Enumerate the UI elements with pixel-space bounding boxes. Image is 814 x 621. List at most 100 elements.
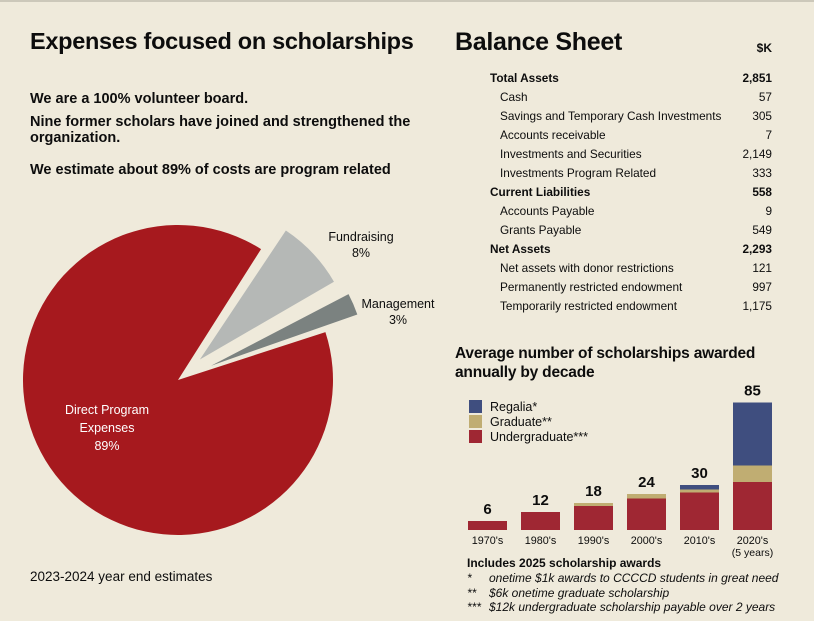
bar-segment-regalia-2020-s bbox=[733, 402, 772, 466]
footnotes-heading: Includes 2025 scholarship awards bbox=[467, 556, 662, 570]
bar-chart-title: Average number of scholarships awarded a… bbox=[455, 345, 756, 381]
top-border bbox=[0, 0, 814, 2]
balance-sheet-label: Investments and Securities bbox=[500, 146, 642, 161]
balance-sheet-label: Grants Payable bbox=[500, 222, 582, 237]
pie-label-value: 3% bbox=[388, 313, 408, 327]
balance-sheet-row-grants-payable: Grants Payable 549 bbox=[490, 220, 772, 239]
bar-total-1990-s: 18 bbox=[585, 483, 602, 500]
balance-sheet-label: Cash bbox=[500, 89, 528, 104]
balance-sheet-label: Net Assets bbox=[490, 241, 551, 256]
pie-label-value: 89% bbox=[94, 439, 120, 453]
balance-sheet-value: 305 bbox=[752, 108, 772, 123]
balance-sheet-row-net-assets: Net Assets 2,293 bbox=[490, 239, 772, 258]
balance-sheet-row-accounts-receivable: Accounts receivable 7 bbox=[490, 125, 772, 144]
legend-swatch-undergraduate bbox=[469, 430, 482, 443]
footnote-marker: *** bbox=[467, 600, 482, 614]
bar-category-1970-s: 1970's bbox=[472, 535, 504, 547]
legend-item-undergraduate: Undergraduate*** bbox=[469, 429, 588, 444]
bar-segment-graduate-1990-s bbox=[574, 503, 613, 506]
bar-segment-undergraduate-2000-s bbox=[627, 498, 666, 530]
balance-sheet-label: Permanently restricted endowment bbox=[500, 279, 683, 294]
footnote-text: $12k undergraduate scholarship payable o… bbox=[489, 600, 776, 614]
balance-sheet-value: 121 bbox=[752, 260, 772, 275]
footnote-item-1: * onetime $1k awards to CCCCD students in… bbox=[467, 571, 807, 586]
bar-segment-undergraduate-2020-s bbox=[733, 482, 772, 530]
page-title: Expenses focused on scholarships bbox=[30, 28, 414, 54]
pie-label-text: Management bbox=[361, 297, 435, 311]
footnote-text: onetime $1k awards to CCCCD students in … bbox=[489, 571, 779, 585]
intro-paragraph-3: We estimate about 89% of costs are progr… bbox=[30, 162, 391, 178]
bar-total-2020-s: 85 bbox=[744, 383, 761, 400]
balance-sheet-unit: $K bbox=[756, 41, 772, 55]
pie-label-value: 8% bbox=[351, 246, 371, 260]
bar-segment-graduate-2020-s bbox=[733, 465, 772, 482]
balance-sheet-value: 2,293 bbox=[742, 241, 772, 256]
balance-sheet-label: Savings and Temporary Cash Investments bbox=[500, 108, 722, 123]
legend-label-text: Regalia* bbox=[490, 399, 538, 414]
balance-sheet-row-temporarily-restricted-endowment: Temporarily restricted endowment 1,175 bbox=[490, 296, 772, 315]
intro-paragraph-1: We are a 100% volunteer board. bbox=[30, 91, 249, 107]
bar-segment-undergraduate-1990-s bbox=[574, 506, 613, 530]
bar-total-2010-s: 30 bbox=[691, 465, 708, 482]
balance-sheet-title: Balance Sheet bbox=[455, 28, 623, 56]
balance-sheet-row-current-liabilities: Current Liabilities 558 bbox=[490, 182, 772, 201]
footnote-item-2: ** $6k onetime graduate scholarship bbox=[467, 586, 807, 601]
balance-sheet-row-investments-and-securities: Investments and Securities 2,149 bbox=[490, 144, 772, 163]
balance-sheet-label: Accounts Payable bbox=[500, 203, 595, 218]
pie-label-direct-program-expenses: Direct Program Expenses 89% bbox=[52, 401, 162, 455]
balance-sheet-value: 997 bbox=[752, 279, 772, 294]
legend-swatch-graduate bbox=[469, 415, 482, 428]
balance-sheet-value: 549 bbox=[752, 222, 772, 237]
bar-segment-regalia-2010-s bbox=[680, 485, 719, 490]
bar-segment-undergraduate-2010-s bbox=[680, 492, 719, 530]
balance-sheet-value: 7 bbox=[765, 127, 772, 142]
pie-slice-direct-program-expenses bbox=[22, 225, 333, 536]
legend-label-text: Undergraduate*** bbox=[490, 429, 588, 444]
balance-sheet-header: Balance Sheet $K bbox=[455, 28, 772, 57]
legend-label-text: Graduate** bbox=[490, 414, 552, 429]
intro-paragraphs: We are a 100% volunteer board. Nine forme… bbox=[30, 91, 430, 178]
balance-sheet-value: 1,175 bbox=[742, 298, 772, 313]
footnote-marker: * bbox=[467, 571, 472, 585]
footnote-item-3: *** $12k undergraduate scholarship payabl… bbox=[467, 600, 807, 615]
balance-sheet-value: 2,851 bbox=[742, 70, 772, 85]
balance-sheet-row-savings-and-temporary-cash-investments: Savings and Temporary Cash Investments 30… bbox=[490, 106, 772, 125]
pie-slice-fundraising bbox=[199, 230, 334, 360]
balance-sheet-row-net-assets-with-donor-restrictions: Net assets with donor restrictions 121 bbox=[490, 258, 772, 277]
balance-sheet-table: Total Assets 2,851 Cash 57 Savings and Tempo… bbox=[490, 68, 772, 315]
bar-chart-legend: Regalia* Graduate** Undergraduate*** bbox=[469, 399, 588, 444]
footnote-text: $6k onetime graduate scholarship bbox=[489, 585, 670, 600]
bar-total-1980-s: 12 bbox=[532, 492, 549, 509]
bar-sublabel-2020-s: (5 years) bbox=[732, 547, 773, 559]
expenses-pie-chart: Direct Program Expenses 89% Fundraising 8% M… bbox=[10, 215, 440, 545]
pie-label-text: Fundraising bbox=[328, 230, 394, 244]
bar-segment-graduate-2000-s bbox=[627, 494, 666, 499]
estimates-note: 2023-2024 year end estimates bbox=[30, 569, 213, 584]
pie-slice-management bbox=[211, 294, 358, 366]
balance-sheet-value: 333 bbox=[752, 165, 772, 180]
legend-swatch-regalia bbox=[469, 400, 482, 413]
balance-sheet-label: Current Liabilities bbox=[490, 184, 591, 199]
balance-sheet-row-total-assets: Total Assets 2,851 bbox=[490, 68, 772, 87]
bar-category-1980-s: 1980's bbox=[525, 535, 557, 547]
balance-sheet-value: 57 bbox=[758, 89, 772, 104]
balance-sheet-value: 2,149 bbox=[742, 146, 772, 161]
footnotes: Includes 2025 scholarship awards * onetim… bbox=[467, 556, 807, 615]
bar-total-1970-s: 6 bbox=[483, 501, 491, 518]
balance-sheet-value: 9 bbox=[765, 203, 772, 218]
pie-label-text: Direct Program Expenses bbox=[64, 403, 150, 435]
pie-label-management: Management 3% bbox=[328, 296, 468, 328]
balance-sheet-value: 558 bbox=[752, 184, 772, 199]
bar-category-2010-s: 2010's bbox=[684, 535, 716, 547]
legend-item-graduate: Graduate** bbox=[469, 414, 588, 429]
balance-sheet-label: Total Assets bbox=[490, 70, 559, 85]
footnote-items: * onetime $1k awards to CCCCD students in… bbox=[467, 571, 807, 615]
footnote-marker: ** bbox=[467, 585, 477, 600]
bar-segment-undergraduate-1970-s bbox=[468, 521, 507, 530]
balance-sheet-label: Accounts receivable bbox=[500, 127, 606, 142]
balance-sheet-label: Net assets with donor restrictions bbox=[500, 260, 674, 275]
bar-category-2000-s: 2000's bbox=[631, 535, 663, 547]
intro-paragraph-2: Nine former scholars have joined and str… bbox=[30, 114, 411, 146]
balance-sheet-label: Temporarily restricted endowment bbox=[500, 298, 678, 313]
pie-label-fundraising: Fundraising 8% bbox=[291, 229, 431, 261]
